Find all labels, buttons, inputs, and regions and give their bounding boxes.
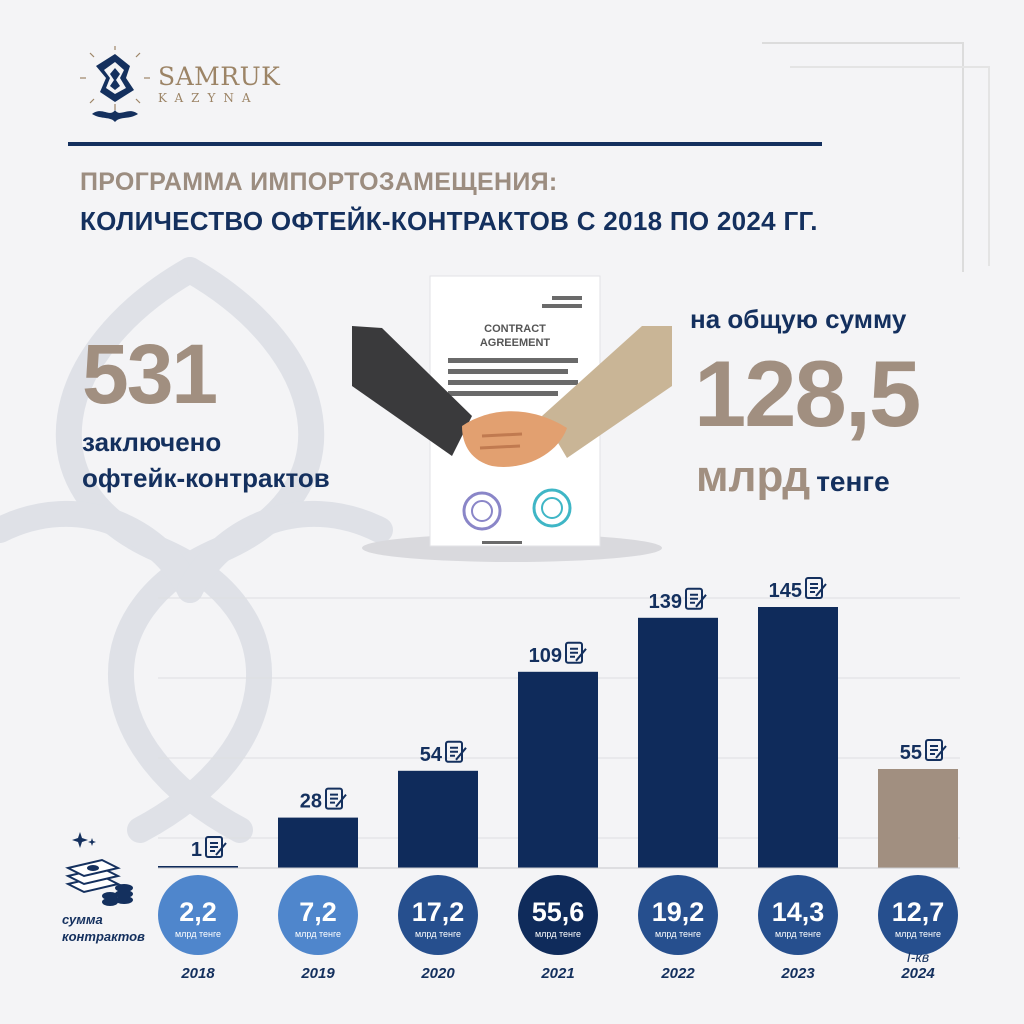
sum-unit-2024: млрд тенге xyxy=(895,929,941,939)
bar-value-label-2018: 1 xyxy=(191,839,202,861)
sum-value-2019: 7,2 xyxy=(299,897,337,927)
sum-unit-big: млрд xyxy=(696,452,811,501)
year-label-2019: 2019 xyxy=(300,965,335,982)
contract-document-icon xyxy=(565,641,587,664)
chart-bar-2018 xyxy=(158,866,238,868)
chart-bar-2020 xyxy=(398,770,478,868)
handshake-contract-illustration: CONTRACT AGREEMENT xyxy=(352,275,672,562)
logo-subtitle: KAZYNA xyxy=(158,91,259,105)
sum-unit-2019: млрд тенге xyxy=(295,929,341,939)
header-divider xyxy=(68,142,822,146)
year-label-2023: 2023 xyxy=(780,965,815,982)
total-sum-value: 128,5 xyxy=(694,341,921,446)
chart-bar-2022 xyxy=(638,617,718,868)
count-caption-line-2: офтейк-контрактов xyxy=(82,463,330,493)
bar-value-label-2022: 139 xyxy=(649,591,682,613)
contract-document-icon xyxy=(805,577,827,599)
contract-document-icon xyxy=(445,740,467,763)
document-title-2: AGREEMENT xyxy=(480,337,551,349)
sum-circle-2023 xyxy=(758,875,838,955)
chart-bar-2024 xyxy=(878,769,958,868)
legend-label-line-2: контрактов xyxy=(62,929,145,944)
year-label-2018: 2018 xyxy=(180,965,215,982)
bar-value-label-2019: 28 xyxy=(300,791,322,813)
document-title-1: CONTRACT xyxy=(484,323,546,335)
page-title-line-1: ПРОГРАММА ИМПОРТОЗАМЕЩЕНИЯ: xyxy=(80,168,558,196)
sum-value-2024: 12,7 xyxy=(892,897,945,927)
chart-bar-2021 xyxy=(518,671,598,868)
contract-document-icon xyxy=(325,787,347,810)
sum-circle-2024 xyxy=(878,875,958,955)
contract-document-icon xyxy=(925,739,947,761)
logo-name: SAMRUK xyxy=(158,62,281,91)
sum-unit-2023: млрд тенге xyxy=(775,929,821,939)
sum-circle-2021 xyxy=(518,875,598,955)
legend-label-line-1: сумма xyxy=(62,912,103,927)
sum-value-2022: 19,2 xyxy=(652,897,705,927)
background-ornament xyxy=(0,257,393,843)
sum-unit-2022: млрд тенге xyxy=(655,929,701,939)
contract-document-icon xyxy=(205,836,227,858)
logo-emblem-icon xyxy=(80,46,150,122)
sum-value-2018: 2,2 xyxy=(179,897,217,927)
money-stack-icon xyxy=(65,832,133,906)
sum-circle-2018 xyxy=(158,875,238,955)
sum-value-2021: 55,6 xyxy=(532,897,585,927)
sum-unit-2018: млрд тенге xyxy=(175,929,221,939)
year-label-2021: 2021 xyxy=(540,965,574,982)
handshake-icon xyxy=(352,326,672,467)
sum-legend: сумма контрактов xyxy=(62,830,162,944)
sum-circle-2022 xyxy=(638,875,718,955)
decor-frame-line xyxy=(790,66,990,68)
decor-frame-line xyxy=(988,66,990,266)
sum-value-2020: 17,2 xyxy=(412,897,465,927)
sum-caption: на общую сумму xyxy=(690,304,907,334)
sum-unit-2021: млрд тенге xyxy=(535,929,581,939)
bar-value-label-2021: 109 xyxy=(529,645,562,667)
bar-value-label-2020: 54 xyxy=(420,744,443,766)
contracts-count-caption: заключено офтейк-контрактов xyxy=(82,424,402,496)
chart-bar-2019 xyxy=(278,817,358,868)
year-note-2024: I-кв xyxy=(907,949,929,965)
total-sum-unit: млрд тенге xyxy=(696,452,890,502)
sum-unit-small: тенге xyxy=(816,466,890,497)
year-label-2024: 2024 xyxy=(900,965,935,982)
decor-frame-line xyxy=(962,42,964,272)
page-title-line-2: КОЛИЧЕСТВО ОФТЕЙК-КОНТРАКТОВ С 2018 ПО 2… xyxy=(80,206,818,236)
sum-circle-2019 xyxy=(278,875,358,955)
contract-document-icon xyxy=(685,587,707,610)
sum-value-2023: 14,3 xyxy=(772,897,825,927)
bar-value-label-2024: 55 xyxy=(900,742,922,764)
decor-frame-line xyxy=(762,42,962,44)
sum-circle-2020 xyxy=(398,875,478,955)
samruk-kazyna-logo: SAMRUK KAZYNA xyxy=(78,44,280,126)
contracts-total-count: 531 xyxy=(82,327,218,421)
bar-value-label-2023: 145 xyxy=(769,580,802,602)
year-label-2022: 2022 xyxy=(660,965,695,982)
count-caption-line-1: заключено xyxy=(82,427,222,457)
contracts-bar-chart: 1 2,2 млрд тенге 2018 28 7,2 млрд тенге 2019 54 1… xyxy=(158,577,960,982)
sum-unit-2020: млрд тенге xyxy=(415,929,461,939)
chart-bar-2023 xyxy=(758,607,838,868)
year-label-2020: 2020 xyxy=(420,965,455,982)
